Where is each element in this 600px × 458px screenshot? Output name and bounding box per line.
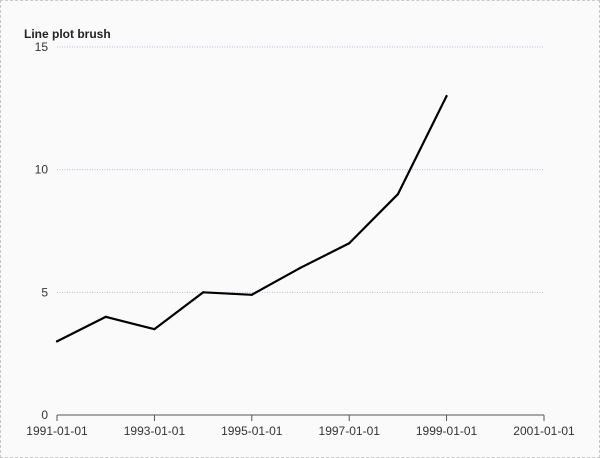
tick-labels: 0 5 10 15 1991-01-01 1993-01-01 1995-01-01 1997… (26, 40, 575, 438)
data-point[interactable] (445, 94, 448, 98)
chart-title: Line plot brush (24, 27, 111, 41)
x-tick-label: 1993-01-01 (124, 424, 186, 438)
axes (56, 414, 545, 421)
y-tick-label: 0 (41, 408, 48, 422)
y-tick-label: 10 (35, 163, 49, 177)
x-tick-label: 1991-01-01 (26, 424, 88, 438)
x-tick-label: 2001-01-01 (513, 424, 575, 438)
series-layer (55, 94, 448, 343)
x-tick-label: 1999-01-01 (416, 424, 478, 438)
data-point[interactable] (299, 266, 302, 269)
series-line[interactable] (55, 94, 448, 343)
data-point[interactable] (348, 242, 351, 245)
data-point[interactable] (104, 315, 107, 318)
data-point[interactable] (202, 291, 205, 294)
x-tick-label: 1997-01-01 (319, 424, 381, 438)
data-point[interactable] (153, 328, 156, 331)
data-point[interactable] (55, 340, 59, 343)
gridlines (57, 46, 544, 293)
data-point[interactable] (250, 293, 253, 296)
y-tick-label: 15 (35, 40, 49, 54)
data-point[interactable] (396, 193, 399, 196)
y-tick-label: 5 (41, 285, 48, 299)
x-tick-label: 1995-01-01 (221, 424, 283, 438)
